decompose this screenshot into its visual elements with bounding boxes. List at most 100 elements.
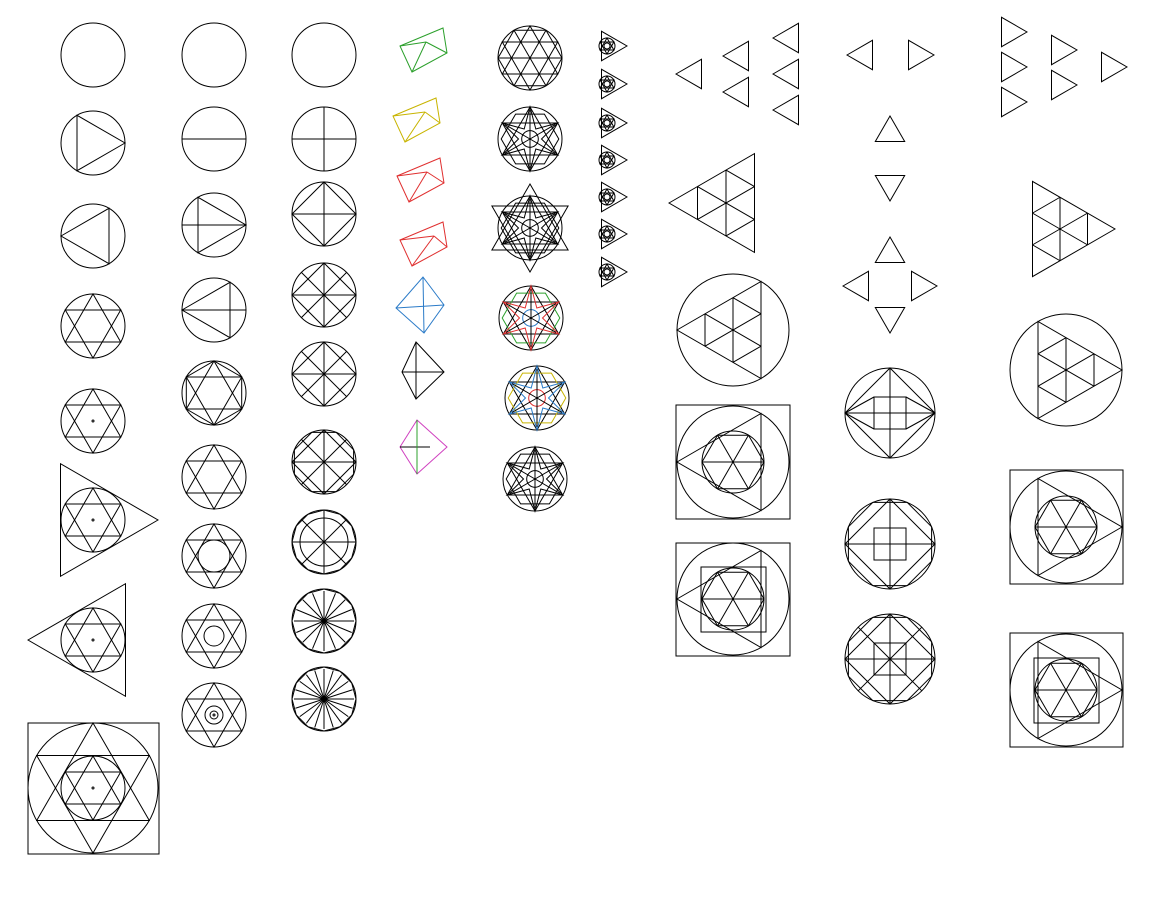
circle [27,722,159,854]
mini-triangle-7 [598,256,629,288]
polygon [491,205,569,274]
subdivided-triangle [1032,180,1117,278]
double-octagon-circle [844,613,936,705]
sixteen-spoke-wheel [291,588,357,654]
triangle-column-arrows [1001,16,1129,118]
line [296,620,325,633]
polygon [185,359,243,410]
polygon [505,445,565,513]
colored-star [498,284,564,352]
line [1065,499,1082,528]
column-circle-triangle-progression [27,22,160,855]
polygon [185,460,243,511]
line [299,680,325,700]
polygon [1001,51,1029,83]
polygon [601,218,629,250]
circle-with-hexagon [181,359,247,427]
polygon [185,522,243,573]
circle [603,119,611,127]
circle-with-hexagram [181,443,247,511]
line [323,670,334,700]
square-with-diagonals [291,262,357,328]
diamond-square-circle [844,367,936,459]
polygon [396,157,445,203]
line [905,412,936,430]
line [301,519,325,543]
line [513,30,531,59]
line [323,620,346,643]
polygon [76,114,127,172]
line [725,169,755,187]
line [295,689,325,700]
line [433,235,448,248]
polygon [64,486,122,537]
line [530,317,557,333]
four-way-compass [841,235,939,335]
circle [60,203,126,269]
polygon [64,623,122,674]
line [717,598,734,627]
circle [291,22,357,88]
line [323,698,353,709]
polygon [291,588,357,654]
polygon [185,376,243,427]
polygon [185,539,243,590]
line [323,674,343,700]
polygon [501,41,559,92]
square [700,566,767,633]
line [301,541,325,565]
polygon [291,666,357,732]
line [509,464,536,480]
polygon [911,270,939,302]
center-dot [91,638,95,642]
center-dot [91,419,95,423]
hexagram-in-reversed-triangle [27,582,126,698]
polygon [601,107,629,139]
polygon [599,262,615,277]
polygon [1051,69,1079,101]
line [323,373,347,397]
hexagon-circle [497,24,563,92]
circle [603,230,611,238]
line [530,303,557,319]
polygon [599,36,615,51]
column-arrow-shapes-middle [841,39,939,705]
line [323,351,347,375]
octagram [291,341,357,407]
circle [209,710,219,720]
line [392,111,426,117]
circle [60,607,126,673]
line [323,689,353,700]
polygon [491,182,569,251]
line [299,698,325,718]
line [424,111,441,124]
line [732,345,762,363]
polygon [599,74,615,89]
line [889,626,923,660]
circle [60,293,126,359]
hexagram-with-three-circles [181,681,247,749]
polygon [674,58,702,90]
subdivided-triangle-in-circle [1009,313,1123,427]
polygon [599,192,615,207]
polygon [1032,180,1117,278]
line [302,599,325,622]
circle [603,193,611,201]
polygon [501,284,561,352]
line [323,698,349,718]
line [529,30,547,59]
pyramid-yellow [392,97,441,143]
polygon [185,698,243,749]
line [312,593,325,622]
line [314,670,325,700]
dodecagon-with-ring [291,509,357,575]
polygon [500,194,560,262]
line [844,412,875,430]
circle-with-square [291,181,357,247]
circle-with-cross [291,106,357,172]
line [399,235,435,241]
polygon [599,229,615,244]
polygon [500,202,560,254]
circle [60,388,126,454]
